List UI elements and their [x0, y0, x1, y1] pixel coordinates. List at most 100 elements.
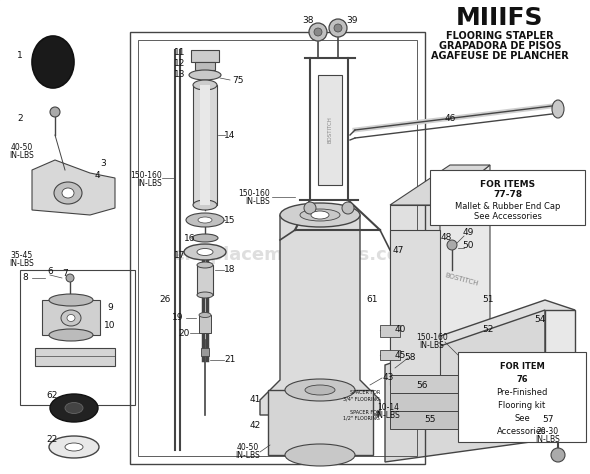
Bar: [318, 75, 342, 185]
Text: BOSTITCH: BOSTITCH: [444, 273, 480, 287]
Text: 8: 8: [22, 273, 28, 283]
Text: 43: 43: [382, 374, 394, 383]
Text: 58: 58: [404, 354, 416, 363]
Bar: [130, 32, 425, 464]
Text: 40: 40: [394, 326, 406, 335]
Ellipse shape: [300, 209, 340, 221]
Ellipse shape: [50, 394, 98, 422]
Ellipse shape: [197, 292, 213, 298]
Bar: [390, 411, 535, 429]
Ellipse shape: [285, 444, 355, 466]
Text: FLOORING STAPLER: FLOORING STAPLER: [446, 31, 554, 41]
Circle shape: [309, 23, 327, 41]
Polygon shape: [440, 165, 490, 385]
Text: 1: 1: [17, 51, 23, 60]
Text: 48: 48: [440, 233, 452, 241]
Text: 38: 38: [302, 16, 314, 25]
Bar: [201, 348, 209, 356]
Ellipse shape: [197, 248, 213, 255]
Ellipse shape: [62, 188, 74, 198]
Ellipse shape: [197, 262, 213, 268]
Text: 18: 18: [224, 265, 236, 274]
Text: 77-78: 77-78: [493, 190, 522, 199]
Circle shape: [342, 202, 354, 214]
Text: Pre-Finished: Pre-Finished: [496, 388, 548, 397]
Text: 10-14: 10-14: [377, 403, 399, 412]
Circle shape: [50, 107, 60, 117]
Text: eReplacementParts.com: eReplacementParts.com: [172, 246, 418, 264]
Text: 49: 49: [463, 228, 474, 237]
Text: 26: 26: [159, 295, 171, 304]
Polygon shape: [32, 160, 115, 215]
Ellipse shape: [61, 310, 81, 326]
Bar: [390, 205, 440, 385]
Polygon shape: [385, 310, 545, 462]
Ellipse shape: [49, 294, 93, 306]
Text: AGAFEUSE DE PLANCHER: AGAFEUSE DE PLANCHER: [431, 51, 569, 61]
Text: 19: 19: [172, 313, 183, 322]
Ellipse shape: [193, 200, 217, 210]
Text: 150-160: 150-160: [238, 189, 270, 198]
Text: 1/2" FLOORING: 1/2" FLOORING: [343, 416, 380, 420]
Text: SPACER FOR: SPACER FOR: [350, 410, 380, 414]
Ellipse shape: [32, 36, 74, 88]
Ellipse shape: [184, 244, 226, 260]
Text: 10: 10: [104, 320, 116, 329]
Ellipse shape: [192, 234, 218, 242]
Text: 16: 16: [184, 234, 196, 243]
Text: IN-LBS: IN-LBS: [9, 258, 34, 267]
Bar: [380, 350, 400, 360]
Polygon shape: [260, 215, 380, 415]
Circle shape: [66, 274, 74, 282]
Bar: [380, 325, 400, 337]
Text: SPACER FOR: SPACER FOR: [350, 391, 380, 395]
Ellipse shape: [198, 217, 212, 223]
Ellipse shape: [311, 211, 329, 219]
Text: 7: 7: [62, 270, 68, 279]
Ellipse shape: [49, 436, 99, 458]
Polygon shape: [545, 310, 575, 440]
Text: 75: 75: [232, 75, 244, 84]
Ellipse shape: [49, 329, 93, 341]
Text: 40-50: 40-50: [237, 444, 259, 453]
Text: 45: 45: [394, 350, 406, 359]
Text: See: See: [514, 414, 530, 423]
Text: IN-LBS: IN-LBS: [245, 197, 270, 206]
Text: 35-45: 35-45: [11, 250, 33, 259]
Ellipse shape: [280, 203, 360, 227]
Text: IN-LBS: IN-LBS: [536, 436, 560, 445]
Text: 150-160: 150-160: [416, 334, 448, 343]
Polygon shape: [390, 165, 490, 205]
Text: 2: 2: [17, 113, 23, 122]
Ellipse shape: [65, 402, 83, 413]
Circle shape: [447, 240, 457, 250]
Bar: [390, 230, 440, 385]
Polygon shape: [385, 300, 575, 365]
Text: 40-50: 40-50: [11, 144, 33, 153]
Bar: [430, 170, 585, 225]
Text: 50: 50: [462, 240, 474, 249]
Text: 52: 52: [482, 326, 494, 335]
Ellipse shape: [67, 315, 75, 321]
Text: IN-LBS: IN-LBS: [9, 152, 34, 161]
Text: MIIIFS: MIIIFS: [456, 6, 544, 30]
Ellipse shape: [199, 312, 211, 318]
Text: 46: 46: [444, 113, 455, 122]
Ellipse shape: [54, 182, 82, 204]
Text: Mallet & Rubber End Cap: Mallet & Rubber End Cap: [455, 202, 560, 211]
Circle shape: [551, 448, 565, 462]
Text: 12: 12: [174, 58, 186, 67]
Text: 20: 20: [178, 328, 190, 337]
Bar: [390, 393, 535, 411]
Text: 20-30: 20-30: [537, 428, 559, 437]
Ellipse shape: [65, 443, 83, 451]
Text: 17: 17: [174, 250, 186, 259]
Text: 76: 76: [516, 375, 528, 384]
Text: 41: 41: [250, 395, 261, 404]
Text: 51: 51: [482, 295, 494, 304]
Bar: [193, 85, 217, 205]
Text: Accessories: Accessories: [497, 427, 547, 436]
Bar: [42, 300, 100, 335]
Bar: [20, 270, 135, 405]
Text: 15: 15: [224, 216, 236, 225]
